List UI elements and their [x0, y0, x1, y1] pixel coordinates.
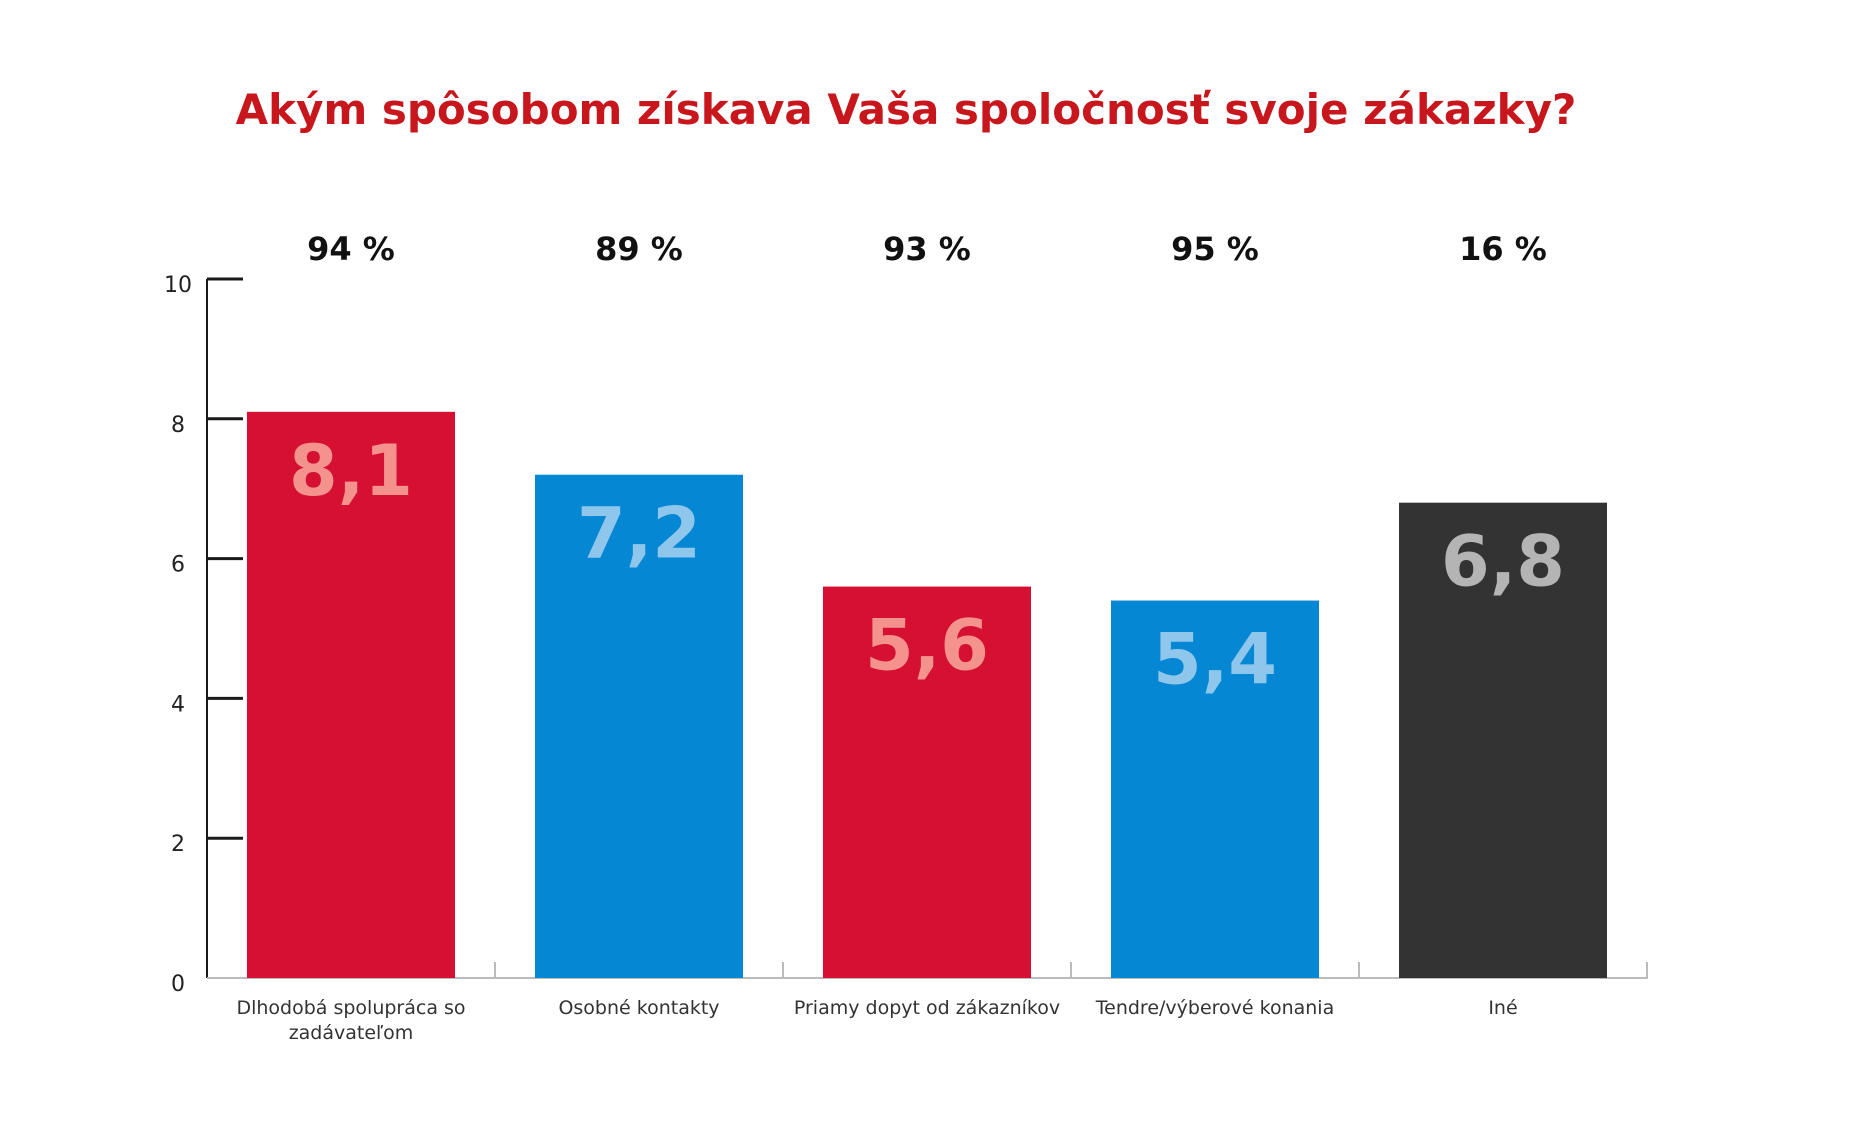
percent-label: 94 % — [307, 230, 395, 268]
bar-value-label: 5,6 — [865, 605, 989, 687]
bar — [1399, 502, 1607, 978]
y-tick-label: 2 — [171, 832, 185, 857]
bar-value-label: 5,4 — [1153, 619, 1277, 701]
percent-label: 89 % — [595, 230, 683, 268]
y-tick-label: 0 — [171, 972, 185, 997]
chart-labels: 8,1 94 % Dlhodobá spolupráca so zadávateľom… — [236, 230, 1565, 1044]
percent-label: 93 % — [883, 230, 971, 268]
percent-label: 95 % — [1171, 230, 1259, 268]
category-label: Tendre/výberové konania — [1095, 997, 1334, 1019]
y-tick-label: 6 — [171, 553, 185, 578]
bar-value-label: 7,2 — [577, 493, 701, 575]
percent-label: 16 % — [1459, 230, 1547, 268]
chart-bars — [247, 411, 1607, 978]
bar-value-label: 6,8 — [1441, 521, 1565, 603]
y-tick-label: 4 — [171, 692, 185, 717]
category-label: Iné — [1488, 997, 1517, 1019]
bar — [823, 586, 1031, 978]
category-label: Dlhodobá spolupráca so — [236, 997, 465, 1019]
chart-title: Akým spôsobom získava Vaša spoločnosť sv… — [236, 85, 1577, 134]
y-tick-label: 10 — [164, 273, 192, 298]
bar-value-label: 8,1 — [289, 430, 413, 512]
y-tick-label: 8 — [171, 413, 185, 438]
bar — [1111, 600, 1319, 978]
category-label: zadávateľom — [289, 1022, 414, 1044]
bar — [247, 411, 455, 978]
category-label: Osobné kontakty — [558, 997, 719, 1019]
bar — [535, 474, 743, 978]
category-label: Priamy dopyt od zákazníkov — [794, 997, 1060, 1019]
